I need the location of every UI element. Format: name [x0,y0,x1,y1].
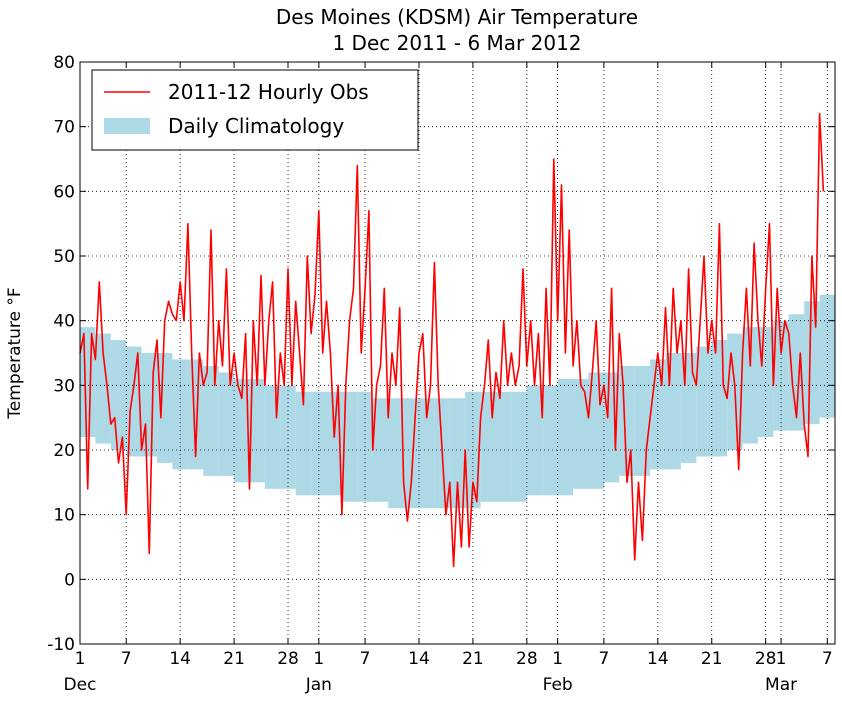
x-tick-label: 28 [277,649,299,669]
climatology-band [141,353,158,457]
climatology-band [526,385,543,496]
y-tick-label: 10 [53,506,75,526]
climatology-band [234,378,250,483]
x-month-label: Jan [305,675,332,695]
climatology-band [819,294,835,418]
y-tick-label: 0 [64,570,75,590]
y-tick-label: 80 [53,53,75,73]
legend-label: 2011-12 Hourly Obs [168,80,369,104]
plot-frame [79,61,836,645]
climatology-band [696,346,712,457]
x-tick-label: 1 [313,649,324,669]
climatology-band [326,391,342,496]
climatology-band [341,391,358,502]
y-tick-label: 70 [53,118,75,138]
x-tick-label: 7 [360,649,371,669]
y-tick-label: -10 [47,635,75,655]
chart-subtitle: 1 Dec 2011 - 6 Mar 2012 [332,31,581,55]
y-tick-label: 40 [53,312,75,332]
x-tick-label: 21 [223,649,245,669]
x-month-label: Dec [64,675,97,695]
y-tick-label: 60 [53,182,75,202]
climatology-band [249,378,265,483]
climatology-band [110,340,127,450]
climatology-band [665,353,681,470]
climatology-band [480,391,497,502]
climatology-band [187,359,204,470]
x-tick-label: 28 [516,649,538,669]
climatology-band [203,365,219,476]
legend-label: Daily Climatology [168,114,344,138]
x-tick-label: 14 [647,649,669,669]
climatology-band [496,391,512,502]
x-tick-label: 14 [408,649,430,669]
x-tick-label: 1 [75,649,86,669]
climatology-band [388,398,404,509]
chart-title: Des Moines (KDSM) Air Temperature [276,5,638,29]
climatology-band [711,340,728,457]
x-month-label: Feb [543,675,573,695]
climatology-band [311,391,327,496]
x-tick-label: 1 [552,649,563,669]
y-axis-label: Temperature °F [5,287,25,419]
x-tick-label: 14 [169,649,191,669]
climatology-band [418,398,435,509]
legend-box [91,69,419,151]
x-tick-label: 7 [121,649,132,669]
climatology-band [557,378,574,496]
y-tick-label: 30 [53,376,75,396]
climatology-band [157,353,173,463]
y-tick-label: 20 [53,441,75,461]
climatology-band [218,372,235,476]
climatology-band [773,320,789,431]
climatology-band [573,378,589,489]
climatology-band [804,301,820,425]
legend-patch [104,118,150,134]
climatology-band [403,398,419,509]
climatology-band [295,391,312,496]
x-tick-label: 7 [822,649,833,669]
x-tick-label: 28 [755,649,777,669]
climatology-band [542,385,558,496]
y-tick-label: 50 [53,247,75,267]
x-tick-label: 1 [776,649,787,669]
climatology-band [788,314,805,431]
climatology-band [634,365,651,476]
x-tick-label: 21 [701,649,723,669]
x-tick-label: 21 [462,649,484,669]
climatology-band [511,391,527,502]
climatology-band [742,327,758,444]
temperature-line [79,112,825,568]
climatology-band [619,365,635,476]
climatology-band [449,398,466,509]
climatology-band [280,385,296,489]
x-tick-label: 7 [598,649,609,669]
x-month-label: Mar [765,675,797,695]
climatology-band [95,333,111,444]
